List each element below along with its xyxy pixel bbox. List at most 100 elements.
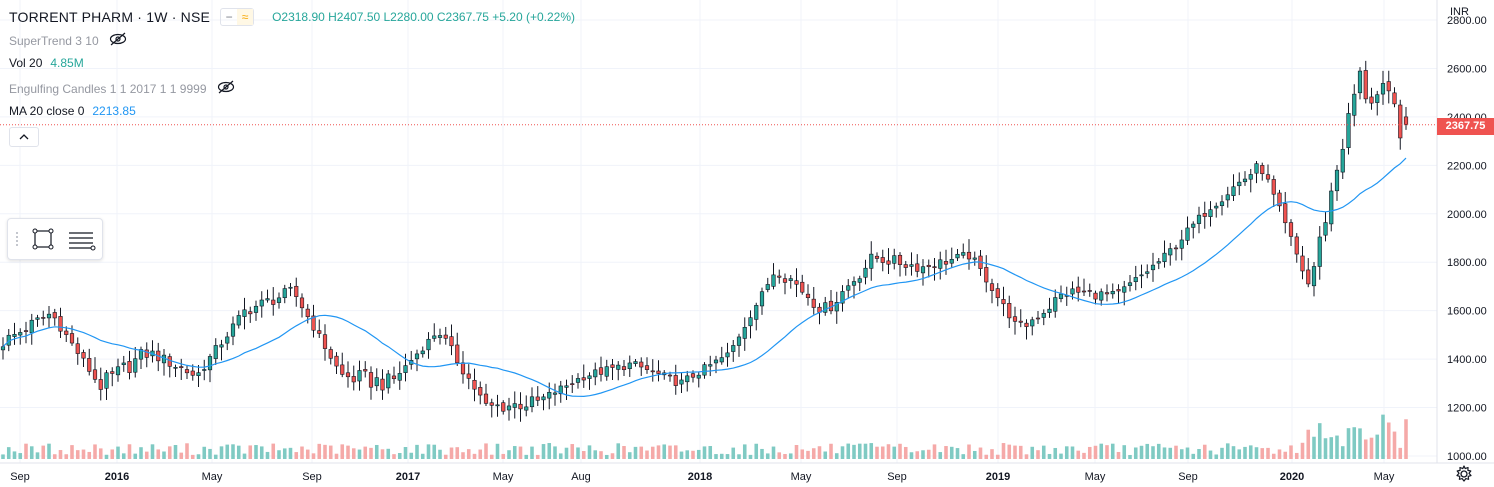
volume-bar [869, 443, 874, 459]
price-axis: 2800.002600.002400.002200.002000.001800.… [1447, 15, 1487, 463]
candle [1380, 70, 1386, 105]
supertrend-label[interactable]: SuperTrend 3 10 [9, 33, 99, 48]
volume-bar [369, 447, 373, 459]
candle [1242, 171, 1248, 186]
candle [771, 263, 776, 290]
volume-bar [150, 444, 155, 459]
symbol-title[interactable]: TORRENT PHARM · 1W · NSE [9, 9, 211, 25]
collapse-legend-button[interactable] [9, 127, 39, 147]
horizontal-lines-icon[interactable] [66, 225, 96, 253]
volume-bar [742, 444, 747, 459]
volume-bar [259, 446, 264, 459]
volume-bar [1105, 445, 1109, 459]
candle [1363, 60, 1368, 104]
volume-bar [656, 445, 661, 459]
volume-label[interactable]: Vol 20 [9, 56, 43, 70]
volume-bar [1323, 438, 1328, 459]
candle [570, 375, 575, 393]
volume-bar [524, 454, 529, 459]
volume-bar [254, 445, 258, 459]
volume-bar [93, 444, 97, 459]
minus-icon[interactable]: − [225, 10, 233, 24]
eye-crossed-icon[interactable] [109, 32, 127, 49]
candle [892, 248, 897, 270]
candle [1093, 290, 1098, 305]
candle [133, 347, 138, 378]
volume-bar [41, 445, 46, 459]
candle [35, 314, 40, 327]
candle [846, 279, 851, 299]
candle [639, 357, 644, 376]
volume-bar [139, 447, 143, 459]
candle [1007, 295, 1012, 329]
candle [1346, 102, 1351, 155]
volume-bar [1168, 447, 1173, 459]
candle [524, 395, 529, 417]
time-tick-label: 2019 [986, 471, 1010, 483]
candle [1248, 168, 1253, 193]
volume-bar [725, 454, 730, 459]
candle [1024, 319, 1029, 340]
volume-bar [225, 444, 230, 459]
candle [1053, 289, 1058, 318]
candle [598, 356, 604, 382]
approx-icon[interactable]: ≈ [237, 9, 254, 25]
volume-bar [265, 451, 270, 459]
volume-bar [599, 451, 603, 459]
volume-bar [1220, 447, 1224, 459]
candle [351, 365, 356, 391]
volume-bars [1, 414, 1408, 459]
volume-bar [420, 453, 425, 459]
volume-bar [1133, 447, 1138, 459]
time-tick-label: May [791, 471, 812, 483]
volume-bar [1013, 445, 1017, 459]
candle [874, 252, 880, 263]
volume-bar [1404, 419, 1408, 459]
chart-legend: TORRENT PHARM · 1W · NSE − ≈ O2318.90 H2… [9, 0, 669, 125]
candle [98, 367, 103, 401]
candle [144, 342, 149, 368]
candle [604, 359, 609, 381]
volume-bar [1093, 445, 1098, 459]
volume-bar [127, 444, 132, 459]
candle [1260, 162, 1265, 181]
candle [702, 362, 707, 379]
volume-bar [1312, 436, 1316, 459]
candle [840, 285, 845, 312]
volume-bar [633, 446, 638, 459]
candle [1001, 286, 1006, 317]
volume-bar [610, 453, 615, 459]
candle [552, 383, 558, 406]
volume-bar [317, 443, 322, 459]
volume-bar [530, 446, 534, 459]
candle [104, 369, 109, 401]
rectangle-icon[interactable] [29, 225, 57, 253]
drag-handle-icon[interactable] [15, 231, 19, 247]
candle [1219, 195, 1225, 216]
engulfing-label[interactable]: Engulfing Candles 1 1 2017 1 1 9999 [9, 81, 207, 96]
currency-label[interactable]: INR [1450, 6, 1469, 18]
volume-bar [380, 449, 385, 459]
candle [863, 259, 868, 285]
candle [506, 397, 512, 421]
eye-crossed-icon[interactable] [217, 80, 235, 97]
volume-bar [800, 449, 805, 459]
volume-bar [392, 454, 396, 459]
candle [1375, 90, 1380, 116]
ma-label[interactable]: MA 20 close 0 [9, 104, 85, 118]
candle [719, 346, 724, 365]
volume-bar [397, 453, 402, 459]
legend-toggle-group[interactable]: − ≈ [220, 8, 255, 26]
candle [501, 400, 506, 415]
candle [989, 278, 995, 304]
candle [759, 287, 765, 315]
chevron-up-icon [19, 134, 29, 140]
volume-bar [1381, 414, 1385, 459]
gear-icon[interactable] [1454, 464, 1474, 484]
candle [857, 275, 862, 292]
candle [1064, 286, 1069, 306]
volume-bar [116, 446, 120, 459]
volume-bar [1151, 446, 1155, 459]
candle [915, 254, 920, 278]
